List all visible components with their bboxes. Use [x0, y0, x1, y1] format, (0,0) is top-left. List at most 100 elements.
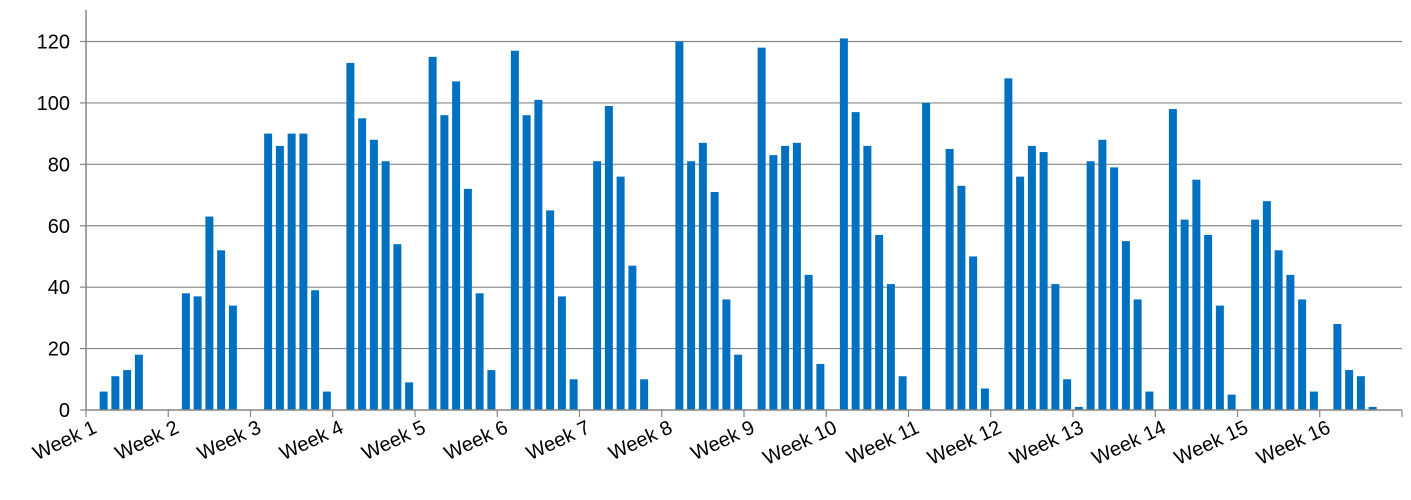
bar [1145, 391, 1154, 410]
bar [1204, 234, 1213, 410]
x-tick-label: Week 14 [1089, 417, 1170, 470]
bar [534, 99, 543, 411]
x-tick-label: Week 6 [441, 417, 511, 465]
x-tick-label: Week 3 [194, 417, 264, 465]
bar [428, 56, 437, 411]
bar [123, 370, 132, 410]
bar [299, 133, 308, 410]
bars [99, 38, 1377, 411]
bar [698, 142, 707, 410]
bar [1121, 241, 1130, 410]
x-tick-label: Week 5 [359, 417, 429, 465]
bar [839, 38, 848, 410]
x-tick-label: Week 1 [30, 417, 100, 465]
x-tick-label: Week 8 [605, 417, 675, 465]
bar [1274, 250, 1283, 410]
bar [181, 293, 190, 410]
x-tick-label: Week 13 [1007, 417, 1088, 470]
bar [287, 133, 296, 410]
x-axis-ticks: Week 1 Week 2 Week 3 Week 4 Week 5 Week 6 Week… [30, 410, 1403, 470]
y-tick-label: 0 [59, 400, 70, 422]
bar [1063, 379, 1072, 410]
bar [1086, 161, 1095, 410]
bar [1168, 109, 1177, 410]
y-tick-label: 20 [48, 339, 70, 361]
bar [1039, 152, 1048, 411]
y-tick-label: 100 [37, 93, 70, 115]
bar [1262, 201, 1271, 410]
bar [957, 185, 966, 410]
bar [557, 296, 566, 410]
bar [734, 354, 743, 410]
bar [369, 139, 378, 410]
bar [980, 388, 989, 410]
bar [452, 81, 461, 410]
bar [1356, 376, 1365, 410]
bar [769, 155, 778, 410]
bar [969, 256, 978, 410]
bar [604, 105, 613, 411]
bar [1192, 179, 1201, 410]
bar [886, 284, 895, 410]
bar [275, 145, 284, 411]
y-tick-label: 40 [48, 277, 70, 299]
bar [440, 115, 449, 410]
bar [393, 244, 402, 410]
bar [1180, 219, 1189, 410]
bar [1074, 406, 1083, 410]
bar [1215, 305, 1224, 410]
bar [134, 354, 143, 410]
bar [593, 161, 602, 410]
bar [311, 290, 320, 410]
bar [851, 112, 860, 411]
bar [475, 293, 484, 410]
bar [1027, 145, 1036, 411]
bar [264, 133, 273, 410]
bar [99, 391, 108, 410]
bar [687, 161, 696, 410]
y-tick-label: 80 [48, 154, 70, 176]
bar [1345, 370, 1354, 410]
bar [816, 363, 825, 410]
y-axis-ticks: 0 20 40 60 80 100 120 [37, 32, 86, 422]
bar [875, 234, 884, 410]
bar [522, 115, 531, 410]
bar [1309, 391, 1318, 410]
bar [710, 191, 719, 410]
bar [640, 379, 649, 410]
bar [792, 142, 801, 410]
bar [381, 161, 390, 410]
x-tick-label: Week 11 [843, 417, 922, 470]
x-tick-label: Week 7 [523, 417, 593, 465]
x-tick-label: Week 4 [276, 417, 346, 465]
bar [616, 176, 625, 410]
bar [1333, 324, 1342, 410]
x-tick-label: Week 2 [112, 417, 182, 465]
x-tick-label: Week 16 [1253, 417, 1334, 470]
bar [1251, 219, 1260, 410]
x-tick-label: Week 9 [688, 417, 758, 465]
bar [1051, 284, 1060, 410]
bar [675, 41, 684, 410]
x-tick-label: Week 12 [924, 417, 1005, 470]
bar [863, 145, 872, 411]
bar [1098, 139, 1107, 410]
bar [1368, 406, 1377, 410]
bar [487, 370, 496, 410]
bar [546, 210, 555, 410]
bar [1133, 299, 1142, 410]
bar [945, 148, 954, 410]
bar [781, 145, 790, 411]
bar [322, 391, 331, 410]
x-tick-label: Week 10 [760, 417, 841, 470]
bar [217, 250, 226, 410]
bar [111, 376, 120, 410]
bar [358, 118, 367, 410]
bar [1004, 78, 1013, 410]
bar [1016, 176, 1025, 410]
bar [922, 102, 931, 411]
bar [722, 299, 731, 410]
bar [1227, 394, 1236, 410]
x-tick-label: Week 15 [1171, 417, 1252, 470]
